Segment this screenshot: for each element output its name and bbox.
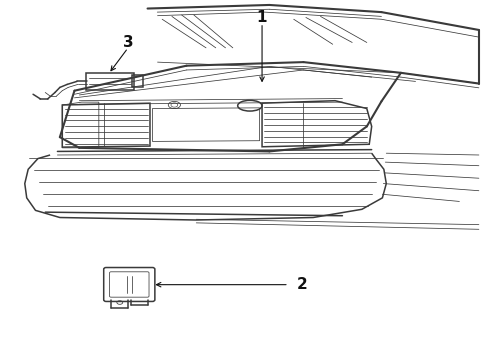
Text: 2: 2 — [297, 277, 308, 292]
Text: 3: 3 — [123, 35, 133, 50]
Text: 1: 1 — [257, 10, 268, 25]
